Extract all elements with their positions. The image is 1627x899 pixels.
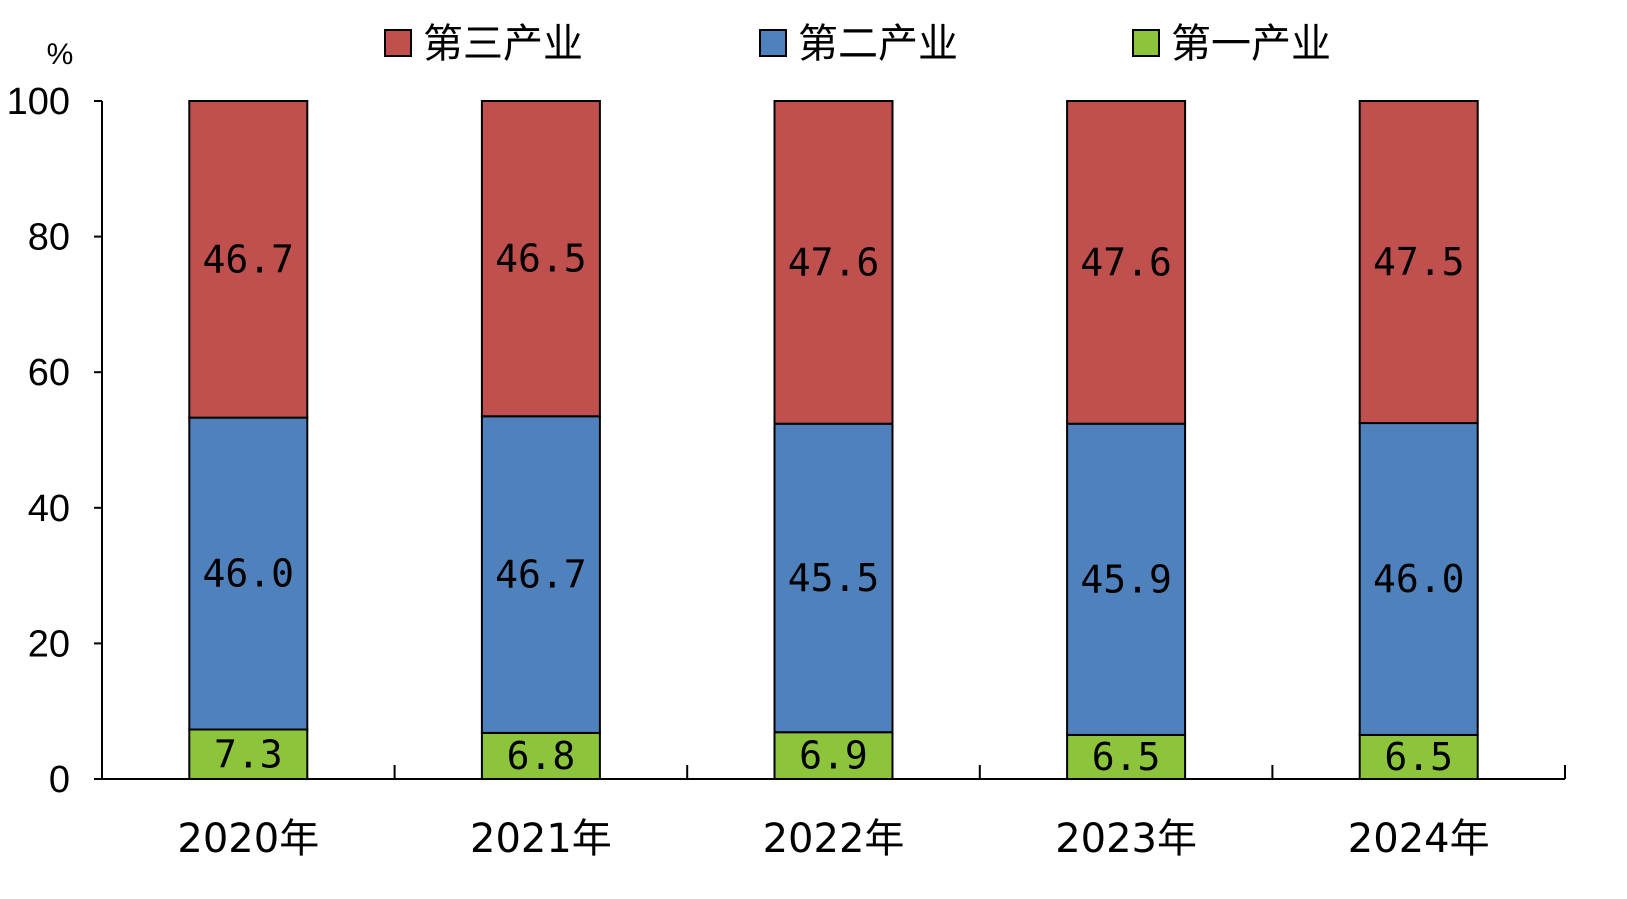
bar-segment bbox=[480, 100, 601, 418]
x-axis: 2020年 2021年 2022年 2023年 2024年 bbox=[102, 765, 1566, 862]
data-label: 46.0 bbox=[203, 552, 295, 596]
data-label: 6.8 bbox=[507, 734, 576, 778]
bar-segment bbox=[773, 100, 894, 425]
data-label: 45.5 bbox=[788, 556, 880, 600]
legend-entry-label: 第二产业 bbox=[798, 21, 958, 67]
bar-segment bbox=[773, 422, 894, 734]
data-label: 47.5 bbox=[1373, 240, 1465, 284]
data-label: 46.5 bbox=[495, 237, 587, 281]
data-labels: 7.3 46.0 46.7 6.8 46.7 46.5 6.9 45.5 47.6 6.5 45.9… bbox=[203, 237, 1465, 779]
y-tick-label: 80 bbox=[28, 217, 70, 259]
bar-segment bbox=[1358, 422, 1479, 736]
bar-segment bbox=[773, 731, 894, 781]
data-label: 47.6 bbox=[1080, 240, 1172, 284]
legend-entry-label: 第三产业 bbox=[423, 21, 583, 67]
y-axis-unit-label: % bbox=[47, 38, 74, 71]
data-label: 45.9 bbox=[1080, 557, 1172, 601]
data-label: 6.9 bbox=[799, 734, 868, 778]
data-label: 6.5 bbox=[1384, 735, 1453, 779]
bar-segment bbox=[188, 728, 309, 780]
bar-segment bbox=[1066, 100, 1187, 425]
y-tick-label: 0 bbox=[49, 759, 70, 801]
y-axis: 0 20 40 60 80 100 bbox=[7, 81, 103, 801]
legend-swatch bbox=[759, 29, 787, 57]
data-label: 46.7 bbox=[203, 237, 295, 281]
data-label: 6.5 bbox=[1092, 735, 1161, 779]
bar-segment bbox=[1066, 733, 1187, 780]
data-label: 47.6 bbox=[788, 240, 880, 284]
data-label: 46.7 bbox=[495, 553, 587, 597]
legend-swatch bbox=[1132, 29, 1160, 57]
legend: 第三产业 第二产业 第一产业 bbox=[384, 21, 1331, 67]
bar-segment bbox=[1358, 733, 1479, 780]
y-tick-label: 40 bbox=[28, 488, 70, 530]
x-category-label: 2022年 bbox=[763, 816, 905, 862]
data-label: 46.0 bbox=[1373, 557, 1465, 601]
x-category-label: 2021年 bbox=[470, 816, 612, 862]
x-category-label: 2024年 bbox=[1348, 816, 1490, 862]
bar-segment bbox=[1358, 100, 1479, 425]
legend-swatch bbox=[384, 29, 412, 57]
y-tick-label: 20 bbox=[28, 623, 70, 665]
bar-segment bbox=[480, 415, 601, 734]
bar-segment bbox=[188, 416, 309, 731]
x-category-label: 2023年 bbox=[1055, 816, 1197, 862]
legend-entry-label: 第一产业 bbox=[1171, 21, 1331, 67]
bar-segment bbox=[1066, 422, 1187, 736]
x-category-label: 2020年 bbox=[177, 816, 319, 862]
y-tick-label: 100 bbox=[7, 81, 70, 123]
bars bbox=[188, 100, 1479, 781]
y-tick-label: 60 bbox=[28, 352, 70, 394]
bar-segment bbox=[188, 100, 309, 419]
data-label: 7.3 bbox=[214, 732, 283, 776]
